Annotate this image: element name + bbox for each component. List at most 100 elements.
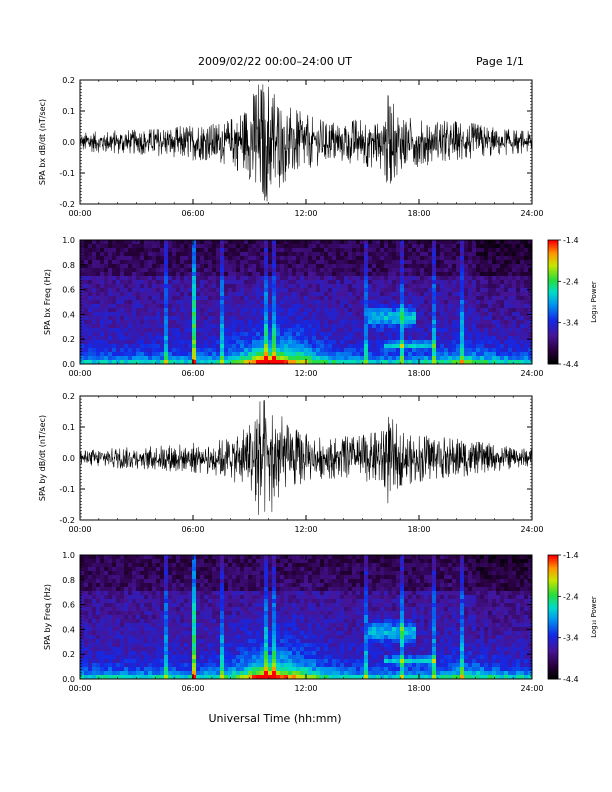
spectrogram-cell (384, 284, 389, 289)
spectrogram-cell (96, 276, 101, 281)
spectrogram-cell (344, 340, 349, 345)
spectrogram-cell (528, 304, 533, 309)
spectrogram-cell (312, 324, 317, 329)
spectrogram-cell (460, 332, 465, 337)
spectrogram-cell (124, 563, 129, 568)
spectrogram-cell (300, 304, 305, 309)
spectrogram-cell (144, 607, 149, 612)
spectrogram-cell (132, 272, 137, 277)
spectrogram-cell (84, 603, 89, 608)
spectrogram-cell (452, 296, 457, 301)
spectrogram-cell (232, 292, 237, 297)
spectrogram-cell (144, 583, 149, 588)
spectrogram-cell (176, 276, 181, 281)
spectrogram-cell (504, 356, 509, 361)
spectrogram-cell (124, 611, 129, 616)
spectrogram-cell (396, 304, 401, 309)
spectrogram-cell (132, 328, 137, 333)
spectrogram-cell (488, 276, 493, 281)
spectrogram-cell (172, 563, 177, 568)
spectrogram-cell (356, 284, 361, 289)
spectrogram-cell (284, 276, 289, 281)
spectrogram-cell (480, 332, 485, 337)
spectrogram-cell (512, 360, 517, 365)
spectrogram-cell (304, 272, 309, 277)
spectrogram-cell (492, 296, 497, 301)
spectrogram-cell (472, 300, 477, 305)
spectrogram-cell (196, 348, 201, 353)
spectrogram-cell (188, 583, 193, 588)
spectrogram-cell (176, 595, 181, 600)
spectrogram-cell (128, 555, 133, 560)
spectrogram-cell (476, 260, 481, 265)
spectrogram-cell (96, 595, 101, 600)
spectrogram-cell (328, 332, 333, 337)
spectrogram-cell (404, 304, 409, 309)
spectrogram-cell (448, 308, 453, 313)
spectrogram-cell (156, 252, 161, 257)
spectrogram-cell (340, 352, 345, 357)
spectrogram-cell (280, 328, 285, 333)
spectrogram-cell (200, 655, 205, 660)
spectrogram-cell (100, 651, 105, 656)
spectrogram-cell (252, 268, 257, 273)
spectrogram-cell (148, 627, 153, 632)
spectrogram-cell (484, 320, 489, 325)
spectrogram-cell (184, 252, 189, 257)
spectrogram-cell (188, 300, 193, 305)
spectrogram-cell (280, 280, 285, 285)
spectrogram-cell (260, 336, 265, 341)
spectrogram-cell (436, 284, 441, 289)
spectrogram-cell (400, 332, 405, 337)
spectrogram-cell (100, 264, 105, 269)
spectrogram-cell (132, 615, 137, 620)
spectrogram-cell (324, 288, 329, 293)
spectrogram-cell (460, 296, 465, 301)
spectrogram-cell (168, 292, 173, 297)
spectrogram-cell (204, 252, 209, 257)
spectrogram-cell (276, 252, 281, 257)
spectrogram-cell (120, 579, 125, 584)
spectrogram-cell (108, 567, 113, 572)
spectrogram-cell (164, 563, 169, 568)
spectrogram-cell (132, 623, 137, 628)
spectrogram-cell (472, 316, 477, 321)
spectrogram-cell (132, 280, 137, 285)
spectrogram-cell (388, 272, 393, 277)
spectrogram-cell (168, 264, 173, 269)
spectrogram-cell (452, 316, 457, 321)
spectrogram-cell (240, 288, 245, 293)
spectrogram-cell (128, 284, 133, 289)
spectrogram-cell (372, 276, 377, 281)
spectrogram-cell (284, 272, 289, 277)
spectrogram-cell (176, 268, 181, 273)
spectrogram-cell (520, 280, 525, 285)
spectrogram-cell (328, 300, 333, 305)
spectrogram-cell (196, 555, 201, 560)
spectrogram-cell (336, 244, 341, 249)
spectrogram-cell (96, 292, 101, 297)
spectrogram-cell (204, 292, 209, 297)
spectrogram-cell (488, 284, 493, 289)
spectrogram-cell (144, 320, 149, 325)
spectrogram-cell (500, 356, 505, 361)
spectrogram-cell (444, 356, 449, 361)
spectrogram-cell (500, 276, 505, 281)
spectrogram-cell (172, 260, 177, 265)
spectrogram-cell (172, 603, 177, 608)
spectrogram-cell (300, 252, 305, 257)
spectrogram-cell (100, 352, 105, 357)
spectrogram-cell (196, 312, 201, 317)
spectrogram-cell (148, 567, 153, 572)
spectrogram-cell (168, 635, 173, 640)
spectrogram-cell (236, 324, 241, 329)
spectrogram-cell (128, 352, 133, 357)
spectrogram-cell (148, 619, 153, 624)
spectrogram-cell (232, 288, 237, 293)
spectrogram-cell (252, 276, 257, 281)
spectrogram-cell (344, 328, 349, 333)
spectrogram-cell (524, 264, 529, 269)
spectrogram-cell (112, 340, 117, 345)
spectrogram-cell (132, 675, 137, 680)
spectrogram-cell (152, 671, 157, 676)
